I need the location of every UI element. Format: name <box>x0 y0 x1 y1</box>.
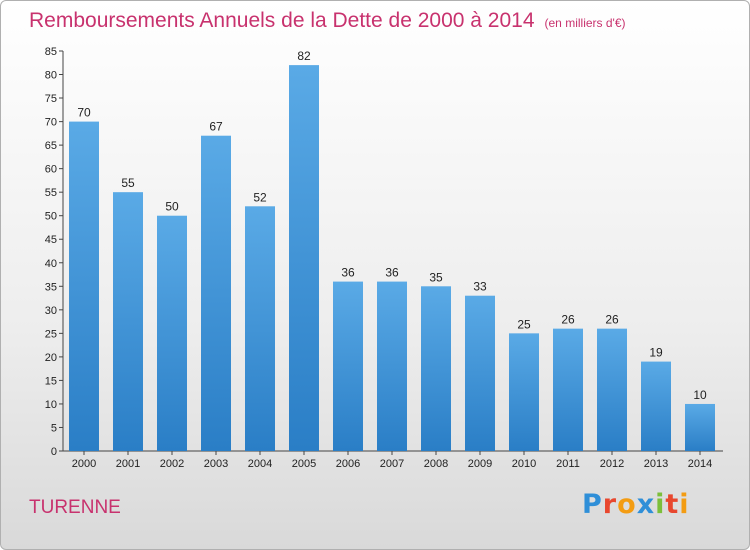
data-label-2003: 67 <box>209 120 223 134</box>
proxiti-logo: Proxiti <box>582 489 690 520</box>
x-tick-label: 2006 <box>336 458 360 470</box>
y-tick-label: 70 <box>45 117 57 129</box>
y-tick-label: 45 <box>45 234 57 246</box>
data-label-2010: 25 <box>517 317 531 331</box>
x-tick-label: 2002 <box>160 458 184 470</box>
y-tick-label: 15 <box>45 375 57 387</box>
bar-2012 <box>597 328 627 451</box>
x-tick-label: 2010 <box>512 458 536 470</box>
x-tick-label: 2008 <box>424 458 448 470</box>
logo-letter: i <box>655 489 666 520</box>
y-tick-label: 30 <box>45 305 57 317</box>
bar-2009 <box>465 295 495 451</box>
y-tick-label: 10 <box>45 399 57 411</box>
y-tick-label: 60 <box>45 164 57 176</box>
y-tick-label: 50 <box>45 211 57 223</box>
x-tick-label: 2014 <box>688 458 712 470</box>
chart-title: Remboursements Annuels de la Dette de 20… <box>29 9 626 33</box>
y-tick-label: 0 <box>51 446 57 458</box>
data-label-2012: 26 <box>605 313 619 327</box>
bars <box>69 65 715 452</box>
logo-letter: x <box>636 489 656 520</box>
bar-2006 <box>333 281 363 451</box>
y-tick-label: 35 <box>45 281 57 293</box>
bar-2002 <box>157 215 187 451</box>
logo-letter: o <box>617 489 637 520</box>
x-tick-label: 2007 <box>380 458 404 470</box>
y-tick-label: 85 <box>45 46 57 58</box>
data-label-2001: 55 <box>121 176 135 190</box>
data-label-2009: 33 <box>473 280 487 294</box>
logo-letter: P <box>582 489 603 520</box>
y-tick-label: 65 <box>45 140 57 152</box>
y-tick-label: 55 <box>45 187 57 199</box>
x-tick-label: 2001 <box>116 458 140 470</box>
bar-2005 <box>289 65 319 451</box>
bar-2010 <box>509 333 539 451</box>
chart-unit: (en milliers d'€) <box>544 16 626 30</box>
x-tick-label: 2011 <box>556 458 580 470</box>
y-tick-label: 75 <box>45 93 57 105</box>
labels: 70 55 50 67 52 82 36 36 35 33 25 26 26 19 10 <box>77 49 707 402</box>
data-label-2004: 52 <box>253 190 267 204</box>
data-label-2013: 19 <box>649 346 663 360</box>
data-label-2005: 82 <box>297 49 311 63</box>
data-label-2008: 35 <box>429 270 443 284</box>
x-tick-label: 2000 <box>72 458 96 470</box>
bar-2011 <box>553 328 583 451</box>
data-label-2006: 36 <box>341 266 355 280</box>
bar-2014 <box>685 403 715 451</box>
x-tick-label: 2004 <box>248 458 272 470</box>
y-tick-label: 5 <box>51 422 57 434</box>
data-label-2000: 70 <box>77 106 91 120</box>
data-label-2011: 26 <box>561 313 575 327</box>
data-label-2002: 50 <box>165 200 179 214</box>
bar-2004 <box>245 206 275 451</box>
x-tick-label: 2009 <box>468 458 492 470</box>
x-tick-label: 2013 <box>644 458 668 470</box>
data-label-2014: 10 <box>693 388 707 402</box>
y-tick-label: 20 <box>45 352 57 364</box>
bar-2008 <box>421 286 451 451</box>
x-tick-label: 2003 <box>204 458 228 470</box>
bar-2001 <box>113 192 143 452</box>
x-tick-label: 2012 <box>600 458 624 470</box>
x-tick-label: 2005 <box>292 458 316 470</box>
logo-letter: t <box>665 489 680 520</box>
data-label-2007: 36 <box>385 266 399 280</box>
logo-letter: i <box>679 489 690 520</box>
y-tick-label: 40 <box>45 258 57 270</box>
y-tick-label: 25 <box>45 328 57 340</box>
logo-letter: r <box>602 489 618 520</box>
bar-2003 <box>201 135 231 452</box>
bar-2007 <box>377 281 407 451</box>
chart-title-text: Remboursements Annuels de la Dette de 20… <box>29 9 535 32</box>
bar-2013 <box>641 361 671 451</box>
bar-2000 <box>69 121 99 452</box>
commune-name: TURENNE <box>29 497 121 518</box>
y-tick-label: 80 <box>45 70 57 82</box>
